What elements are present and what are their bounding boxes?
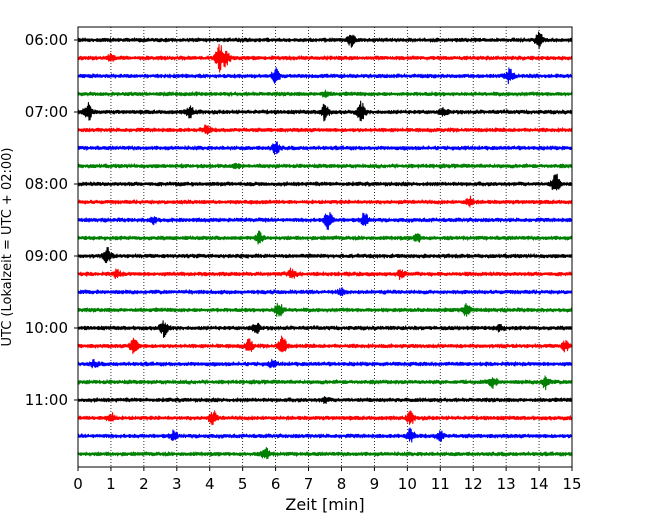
y-tick-label: 11:00 xyxy=(25,391,68,409)
trace-line xyxy=(77,230,573,245)
trace-line xyxy=(77,31,573,50)
trace-line xyxy=(77,124,573,135)
trace-line xyxy=(77,43,573,73)
x-tick-label: 5 xyxy=(238,475,248,493)
y-tick-label: 08:00 xyxy=(25,175,68,193)
vertical-grid xyxy=(110,27,540,467)
trace-line xyxy=(77,89,573,98)
y-axis-title: UTC (Lokalzeit = UTC + 02:00) xyxy=(0,148,15,347)
x-tick-label: 3 xyxy=(172,475,182,493)
y-tick-label: 09:00 xyxy=(25,247,68,265)
trace-line xyxy=(77,335,573,355)
y-tick-label: 10:00 xyxy=(25,319,68,337)
trace-line xyxy=(77,246,573,264)
x-tick-label: 13 xyxy=(497,475,516,493)
trace-line xyxy=(77,320,573,339)
x-tick-label: 0 xyxy=(73,475,83,493)
trace-line xyxy=(77,100,573,122)
trace-line xyxy=(77,162,573,170)
trace-line xyxy=(77,302,573,317)
trace-line xyxy=(77,410,573,426)
trace-line xyxy=(77,141,573,155)
trace-line xyxy=(77,358,573,369)
x-axis-title: Zeit [min] xyxy=(285,495,364,514)
trace-line xyxy=(77,173,573,191)
trace-line xyxy=(77,267,573,281)
x-axis-ticks: 0 1 2 3 4 5 6 7 8 9 10 11 12 13 14 15 xyxy=(73,467,582,493)
y-axis-ticks: 06:00 07:00 08:00 09:00 10:00 11:00 xyxy=(25,31,78,409)
x-tick-label: 9 xyxy=(370,475,380,493)
x-tick-label: 10 xyxy=(398,475,417,493)
trace-line xyxy=(77,195,573,208)
trace-line xyxy=(77,212,573,231)
trace-line xyxy=(77,446,573,460)
x-tick-label: 1 xyxy=(106,475,116,493)
x-tick-label: 14 xyxy=(530,475,549,493)
x-tick-label: 6 xyxy=(271,475,281,493)
x-tick-label: 8 xyxy=(337,475,347,493)
x-tick-label: 12 xyxy=(464,475,483,493)
seismic-traces xyxy=(77,31,573,460)
x-tick-label: 4 xyxy=(205,475,215,493)
y-tick-label: 06:00 xyxy=(25,31,68,49)
trace-line xyxy=(77,396,573,405)
x-tick-label: 11 xyxy=(431,475,450,493)
trace-line xyxy=(77,67,573,85)
trace-line xyxy=(77,375,573,391)
plot-frame xyxy=(77,26,573,468)
trace-line xyxy=(77,287,573,297)
x-tick-label: 15 xyxy=(562,475,581,493)
trace-line xyxy=(77,427,573,443)
x-tick-label: 2 xyxy=(139,475,149,493)
x-tick-label: 7 xyxy=(304,475,314,493)
y-tick-label: 07:00 xyxy=(25,103,68,121)
